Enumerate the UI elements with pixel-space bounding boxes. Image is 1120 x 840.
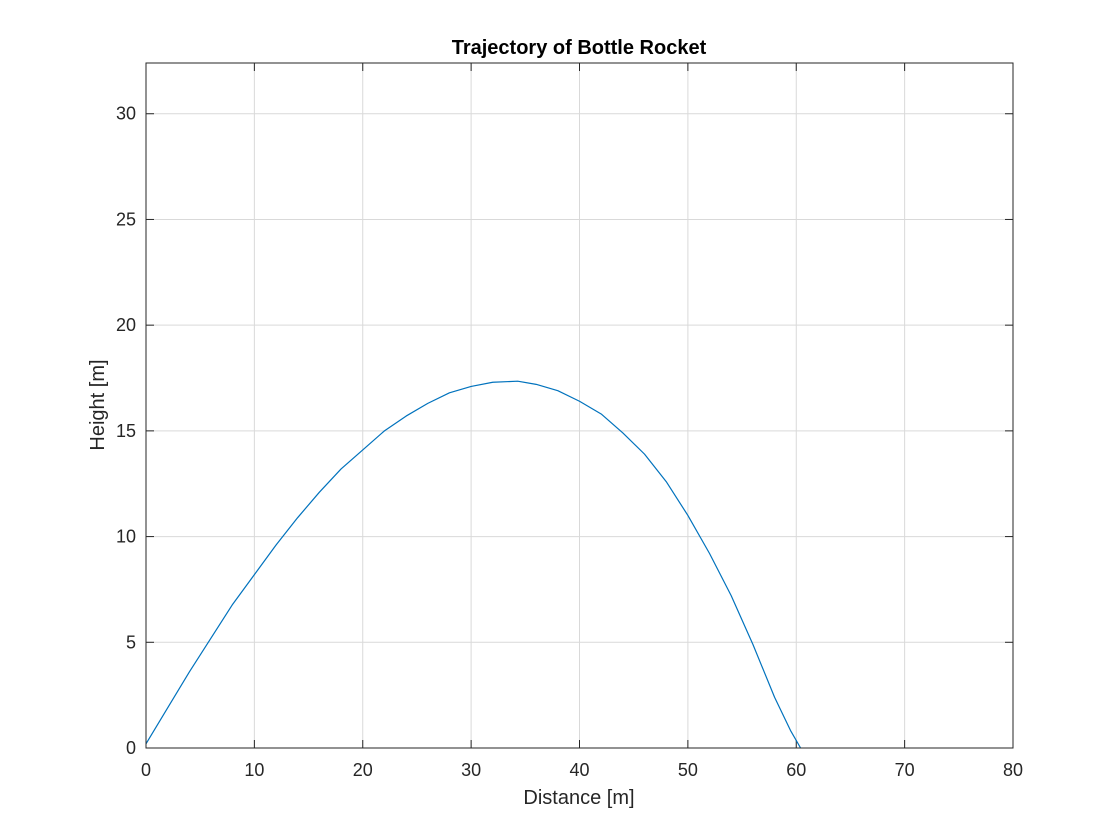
series-layer (145, 380, 802, 749)
y-tick-label: 0 (126, 738, 136, 758)
x-tick-label: 60 (786, 760, 806, 780)
axes-frame (145, 62, 1014, 749)
y-tick-label: 5 (126, 632, 136, 652)
x-tick-labels: 0 10 20 30 40 50 60 70 80 (141, 760, 1023, 780)
y-tick-label: 25 (116, 209, 136, 229)
x-tick-label: 0 (141, 760, 151, 780)
x-tick-label: 20 (353, 760, 373, 780)
x-tick-label: 30 (461, 760, 481, 780)
chart-title: Trajectory of Bottle Rocket (452, 37, 707, 59)
x-tick-label: 40 (569, 760, 589, 780)
x-tick-label: 10 (244, 760, 264, 780)
x-tick-label: 70 (895, 760, 915, 780)
y-tick-labels: 0 5 10 15 20 25 30 (116, 104, 136, 758)
y-axis-label: Height [m] (87, 359, 109, 450)
y-tick-label: 10 (116, 527, 136, 547)
y-tick-label: 30 (116, 104, 136, 124)
y-tick-label: 20 (116, 315, 136, 335)
trajectory-series-line (145, 380, 802, 749)
x-tick-label: 80 (1003, 760, 1023, 780)
x-axis-label: Distance [m] (523, 787, 634, 809)
y-tick-label: 15 (116, 421, 136, 441)
x-tick-label: 50 (678, 760, 698, 780)
